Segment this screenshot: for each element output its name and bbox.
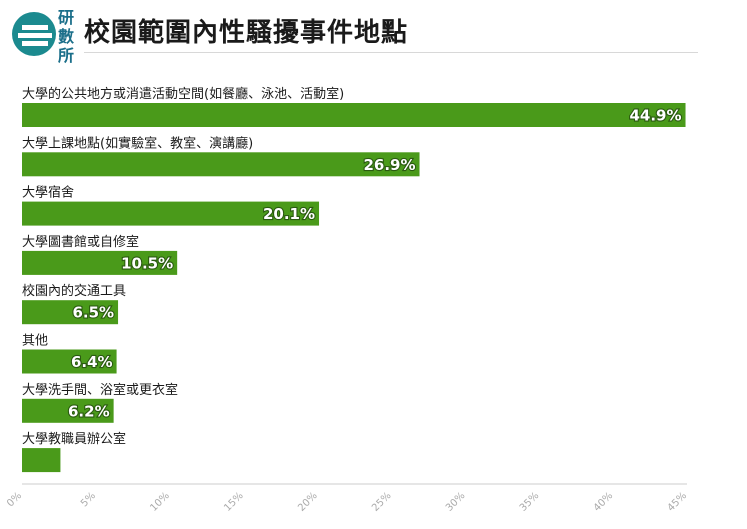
title-divider (84, 52, 698, 53)
logo-emblem (12, 12, 56, 56)
value-label: 20.1% (263, 205, 315, 223)
bar (22, 349, 117, 374)
x-tick-label: 35% (518, 490, 542, 514)
x-tick-label: 20% (296, 490, 320, 514)
bar (22, 448, 61, 473)
x-tick-label: 5% (79, 490, 98, 509)
header: 研 數 所 校園範圍內性騷擾事件地點 (0, 0, 747, 65)
x-tick-label: 0% (5, 490, 24, 509)
logo: 研 數 所 (10, 8, 76, 68)
logo-char: 數 (57, 27, 74, 46)
category-label: 大學上課地點(如實驗室、教室、演講廳) (22, 135, 253, 151)
value-label: 6.2% (68, 402, 110, 420)
x-tick-label: 15% (222, 490, 246, 514)
x-tick-label: 25% (370, 490, 394, 514)
category-label: 大學的公共地方或消遣活動空間(如餐廳、泳池、活動室) (22, 86, 344, 102)
logo-char: 所 (57, 46, 74, 65)
bar (22, 201, 320, 226)
x-tick-label: 10% (148, 490, 172, 514)
bar (22, 250, 178, 275)
value-label: 44.9% (629, 107, 681, 125)
category-label: 校園內的交通工具 (22, 283, 126, 299)
chart-title: 校園範圍內性騷擾事件地點 (84, 18, 409, 48)
bar (22, 398, 114, 423)
bar (22, 103, 686, 127)
x-tick-label: 40% (592, 490, 616, 514)
x-tick-label: 45% (666, 490, 690, 514)
x-tick-label: 30% (444, 490, 468, 514)
category-label: 大學教職員辦公室 (22, 431, 126, 447)
logo-text: 研 數 所 (56, 8, 76, 65)
bar (22, 300, 119, 325)
category-label: 其他 (22, 334, 48, 349)
value-label: 26.9% (363, 156, 415, 174)
value-label: 6.4% (71, 353, 113, 371)
logo-char: 研 (57, 8, 74, 27)
value-label: 6.5% (72, 304, 114, 322)
category-label: 大學洗手間、浴室或更衣室 (22, 382, 178, 398)
value-label: 10.5% (121, 254, 173, 272)
category-label: 大學宿舍 (22, 185, 74, 201)
bar (22, 152, 420, 177)
category-label: 大學圖書館或自修室 (22, 234, 139, 250)
